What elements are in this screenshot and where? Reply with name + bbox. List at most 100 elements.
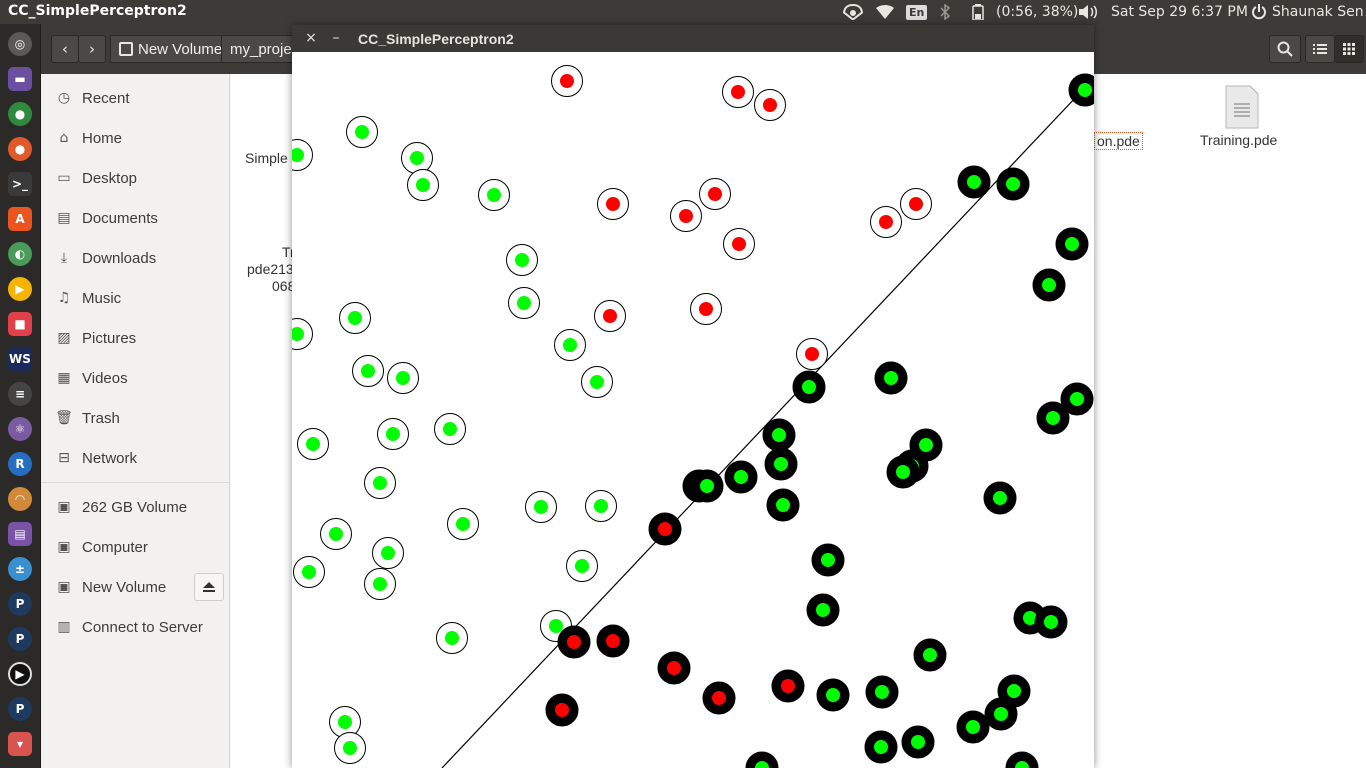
point-above [699,178,731,210]
calculator-icon[interactable]: ± [8,557,32,581]
point-fill [560,74,574,88]
clock[interactable]: Sat Sep 29 6:37 PM [1111,4,1248,20]
atom-icon[interactable]: ⚛ [8,417,32,441]
file-label[interactable]: 068 [272,278,296,294]
sidebar-item-videos[interactable]: ▦ Videos [41,360,230,396]
point-below [648,512,682,546]
forward-button[interactable]: › [78,35,106,63]
sidebar-item-computer[interactable]: ▣ Computer [41,529,230,565]
volume-icon[interactable] [1078,3,1098,21]
firefox-icon[interactable]: ● [8,137,32,161]
battery-icon[interactable] [972,3,984,21]
grid-view-button[interactable] [1334,35,1364,63]
notes-app-icon[interactable]: ▤ [8,522,32,546]
point-above [900,188,932,220]
webstorm-icon[interactable]: WS [8,347,32,371]
point-fill [667,661,681,675]
search-button[interactable] [1269,35,1301,63]
point-fill [594,499,608,513]
point-fill [911,735,925,749]
wifi-icon[interactable] [876,3,894,21]
point-below [865,675,899,709]
point-ring [745,751,779,768]
point-fill [1006,177,1020,191]
processing-icon-3[interactable]: P [8,697,32,721]
point-above [525,491,557,523]
sidebar-item-label: Downloads [82,249,157,267]
point-below [745,751,779,768]
point-below [657,651,691,685]
sidebar-item-new-volume[interactable]: ▣ New Volume [41,569,230,605]
sketch-canvas[interactable] [292,52,1094,768]
point-fill [1023,611,1037,625]
gift-app-icon[interactable]: ■ [8,312,32,336]
sidebar-item-downloads[interactable]: ⤓ Downloads [41,240,230,276]
point-below [1060,382,1094,416]
sidebar-item-262gb-volume[interactable]: ▣ 262 GB Volume [41,489,230,525]
weather-app-icon[interactable]: ◠ [8,487,32,511]
point-above [754,89,786,121]
keyboard-layout-indicator[interactable]: En [906,3,928,21]
software-center-icon[interactable]: A [8,207,32,231]
eject-icon [203,582,215,592]
r-icon[interactable]: R [8,452,32,476]
processing-icon-1[interactable]: P [8,592,32,616]
sidebar-item-trash[interactable]: 🗑︎ Trash [41,400,230,436]
point-below [996,167,1030,201]
sidebar-item-home[interactable]: ⌂ Home [41,120,230,156]
eject-button[interactable] [194,573,224,601]
list-view-button[interactable] [1305,35,1335,63]
processing-icon-2[interactable]: P [8,627,32,651]
power-icon[interactable] [1252,3,1266,21]
point-above [796,338,828,370]
toggle-app-icon[interactable]: ◐ [8,242,32,266]
dash-icon[interactable]: ◎ [8,32,32,56]
media-player-icon[interactable]: ▶ [8,277,32,301]
back-button[interactable]: ‹ [51,35,79,63]
network-icon: ⊟ [58,450,70,466]
close-icon[interactable]: × [305,30,317,46]
path-segment-project[interactable]: my_proje [221,35,301,63]
point-fill [923,648,937,662]
point-fill [679,209,693,223]
point-above [387,362,419,394]
training-file-icon[interactable] [1224,84,1260,130]
bluetooth-icon[interactable] [940,3,950,21]
point-fill [517,296,531,310]
point-fill [338,715,352,729]
terminal-icon[interactable]: >_ [8,172,32,196]
database-icon[interactable]: ≡ [8,382,32,406]
point-fill [734,470,748,484]
trash-launcher-icon[interactable]: ▾ [8,732,32,756]
battery-status[interactable]: (0:56, 38%) [996,4,1079,20]
sketch-titlebar[interactable]: × – CC_SimplePerceptron2 [292,25,1094,52]
point-fill [549,619,563,633]
app-launcher-icon[interactable]: ▬ [8,67,32,91]
point-fill [781,679,795,693]
user-menu[interactable]: Shaunak Sen [1272,4,1364,20]
point-below [1005,751,1039,768]
file-label[interactable]: Tr [282,244,295,260]
sidebar-item-documents[interactable]: ▤ Documents [41,200,230,236]
sidebar-item-network[interactable]: ⊟ Network [41,440,230,476]
file-label[interactable]: Simple [245,150,288,166]
point-below [724,460,758,494]
point-below [1034,605,1068,639]
sidebar-item-pictures[interactable]: ▨ Pictures [41,320,230,356]
file-label-selected[interactable]: on.pde [1094,132,1143,150]
video-player-icon[interactable]: ▶ [8,662,32,686]
sidebar-item-recent[interactable]: ◷ Recent [41,80,230,116]
sidebar-item-desktop[interactable]: ▭ Desktop [41,160,230,196]
point-fill [700,479,714,493]
sidebar-item-music[interactable]: ♫ Music [41,280,230,316]
path-segment-new-volume[interactable]: New Volume [110,35,232,63]
chrome-icon[interactable]: ● [8,102,32,126]
point-fill [919,438,933,452]
training-file-label[interactable]: Training.pde [1200,132,1278,148]
point-fill [555,703,569,717]
minimize-icon[interactable]: – [332,30,340,46]
sidebar-item-connect-to-server[interactable]: ▥ Connect to Server [41,609,230,645]
file-label[interactable]: pde213 [247,261,294,277]
network-manager-icon[interactable] [843,3,863,21]
music-icon: ♫ [57,290,71,306]
